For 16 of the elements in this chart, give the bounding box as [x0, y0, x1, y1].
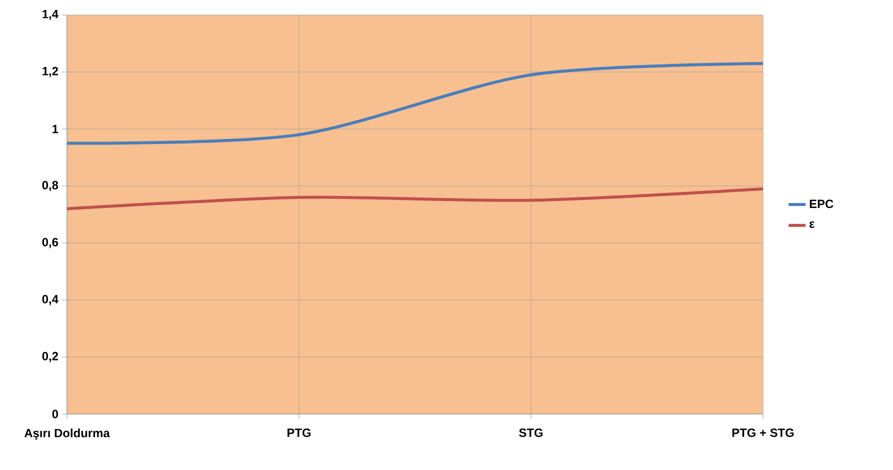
- x-tick-label: PTG + STG: [732, 428, 794, 437]
- line-series: [67, 187, 764, 210]
- x-tick-label: PTG: [288, 428, 311, 437]
- y-tick-label: 0,8: [42, 180, 58, 192]
- y-tick-label: 0,2: [42, 352, 58, 362]
- y-tick-label: 1: [52, 124, 58, 134]
- x-tick-label: STG: [519, 428, 543, 437]
- legend-label: ε: [810, 221, 815, 228]
- y-tick-label: 1,2: [42, 66, 58, 78]
- y-tick-label: 0,6: [42, 238, 58, 248]
- x-tick-label: Aşırı Doldurma: [24, 428, 110, 440]
- y-tick-label: 1,4: [42, 10, 58, 20]
- line-series: [67, 62, 764, 145]
- y-tick-label: 0: [52, 410, 58, 418]
- legend-label: EPC: [810, 200, 834, 208]
- y-tick-label: 0,4: [42, 294, 58, 306]
